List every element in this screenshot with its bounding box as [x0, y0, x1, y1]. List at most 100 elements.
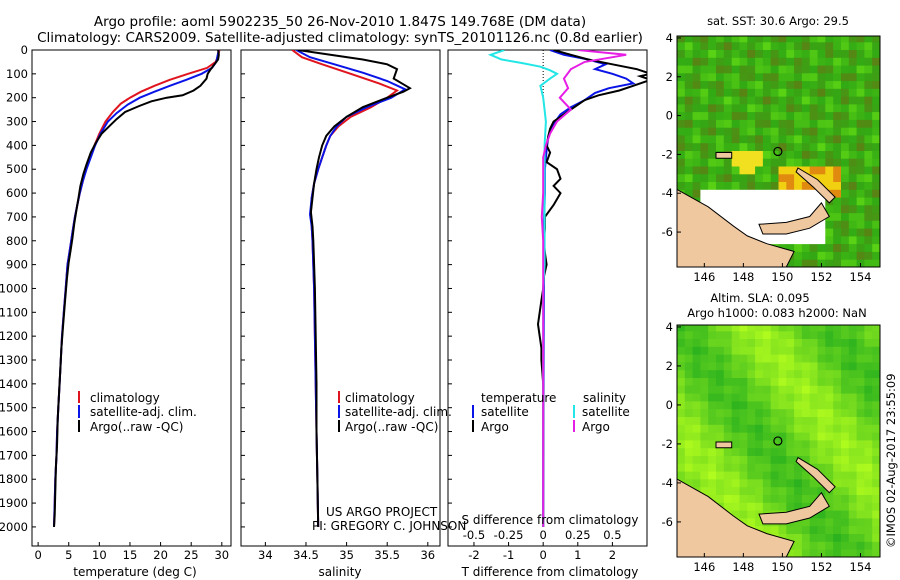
map-cell [801, 72, 811, 82]
map-cell [794, 377, 803, 386]
map-cell [817, 377, 826, 386]
map-cell [809, 525, 818, 534]
map-cell [700, 346, 709, 355]
map-cell [817, 80, 826, 89]
map-cell [677, 463, 686, 472]
map-cell [825, 127, 834, 136]
map-cell [848, 88, 857, 97]
map-cell [731, 510, 740, 519]
map-cell [801, 424, 811, 433]
map-cell [739, 510, 748, 519]
map-cell [716, 369, 725, 378]
map-cell [872, 228, 880, 237]
map-cell [864, 235, 873, 245]
map-cell [778, 377, 787, 386]
map-cell [801, 549, 811, 557]
map-cell [801, 393, 811, 402]
map-cell [856, 197, 865, 206]
map-cell [825, 424, 834, 433]
map-cell [692, 338, 701, 347]
map-cell [700, 88, 709, 97]
map-cell [856, 338, 865, 347]
map-cell [770, 408, 779, 417]
map-cell [755, 57, 764, 66]
map-cell [739, 447, 748, 456]
map-cell [856, 243, 865, 252]
map-cell [786, 127, 795, 136]
depth-tick-label: 1300 [0, 353, 28, 367]
depth-tick-label: 1500 [0, 401, 28, 415]
map-cell [801, 432, 811, 441]
depth-tick-label: 2000 [0, 520, 28, 534]
map-cell [794, 401, 803, 410]
x-tick-label: 30 [214, 548, 229, 562]
map-cell [848, 525, 857, 534]
map-cell [684, 354, 693, 363]
map-cell [825, 408, 834, 417]
map-cell [848, 362, 857, 371]
map-cell [770, 80, 779, 89]
map-cell [848, 127, 857, 136]
map-cell [778, 197, 787, 206]
map-cell [786, 362, 795, 371]
x-tick-label: 5 [65, 548, 72, 562]
map-cell [723, 369, 732, 378]
map-cell [872, 440, 880, 449]
map-cell [747, 80, 756, 89]
map-cell [700, 158, 709, 167]
map-cell [739, 197, 748, 206]
map-cell [716, 204, 725, 214]
map-cell [716, 197, 725, 206]
map-cell [825, 362, 834, 371]
map-cell [708, 486, 717, 495]
map-cell [848, 96, 857, 105]
map-cell [723, 57, 732, 66]
map-cell [809, 432, 818, 441]
map-cell [747, 135, 756, 144]
map-cell [700, 197, 709, 206]
map-cell [872, 142, 880, 151]
map-cell [794, 49, 803, 58]
map-cell [841, 362, 850, 371]
map-cell [778, 96, 787, 105]
map-cell [856, 96, 865, 105]
map-cell [864, 72, 873, 82]
map-cell [739, 486, 748, 495]
map-cell [700, 119, 709, 128]
map-cell [794, 142, 803, 151]
map-cell [770, 447, 779, 456]
map-cell [677, 103, 686, 113]
map-cell [692, 362, 701, 371]
map-cell [692, 401, 701, 410]
map-cell [677, 440, 686, 449]
map-cell [770, 57, 779, 66]
depth-tick-label: 1200 [0, 329, 28, 343]
map-cell [841, 189, 850, 198]
map-cell [716, 330, 725, 339]
map-cell [809, 447, 818, 456]
map-cell [864, 197, 873, 206]
map-cell [739, 41, 748, 50]
map-cell [841, 111, 850, 120]
map-cell [708, 325, 717, 332]
map-cell [825, 541, 834, 550]
map-cell [872, 150, 880, 159]
map-cell [708, 150, 717, 159]
map-cell [848, 541, 857, 550]
map-cell [677, 401, 686, 410]
map-cell [825, 158, 834, 167]
map-cell [723, 65, 732, 74]
map-cell [801, 455, 811, 464]
map-cell [692, 463, 701, 472]
map-cell [856, 440, 865, 449]
map-cell [786, 471, 795, 480]
map-cell [731, 440, 740, 449]
map-cell [723, 212, 732, 221]
map-cell [700, 401, 709, 410]
map-cell [762, 486, 772, 495]
map-cell [692, 49, 701, 58]
map-cell [770, 36, 779, 43]
map-cell [677, 72, 686, 82]
map-y-tick-label: 2 [666, 70, 673, 84]
